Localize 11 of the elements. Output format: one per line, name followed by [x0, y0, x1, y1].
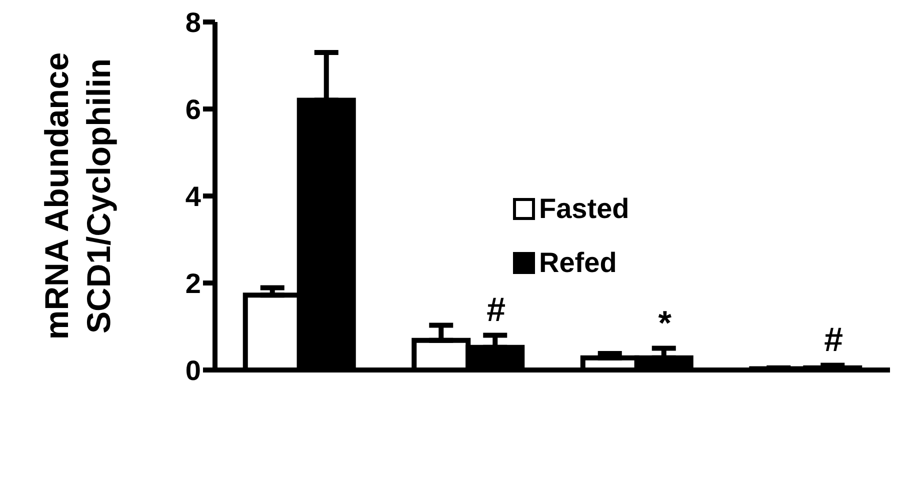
y-tick-label: 8	[185, 6, 201, 38]
y-tick-label: 4	[185, 180, 202, 212]
legend-label: Fasted	[539, 193, 630, 225]
legend-label: Refed	[539, 247, 617, 279]
y-tick-label: 2	[185, 268, 201, 299]
y-tick-label: 6	[185, 94, 201, 125]
annotation: #	[824, 321, 844, 360]
y-tick-label: 0	[185, 354, 201, 386]
annotation: #	[486, 291, 506, 330]
annotation: *	[658, 304, 672, 342]
y-axis-title: mRNA Abundance SCD1/Cyclophilin	[38, 52, 117, 340]
